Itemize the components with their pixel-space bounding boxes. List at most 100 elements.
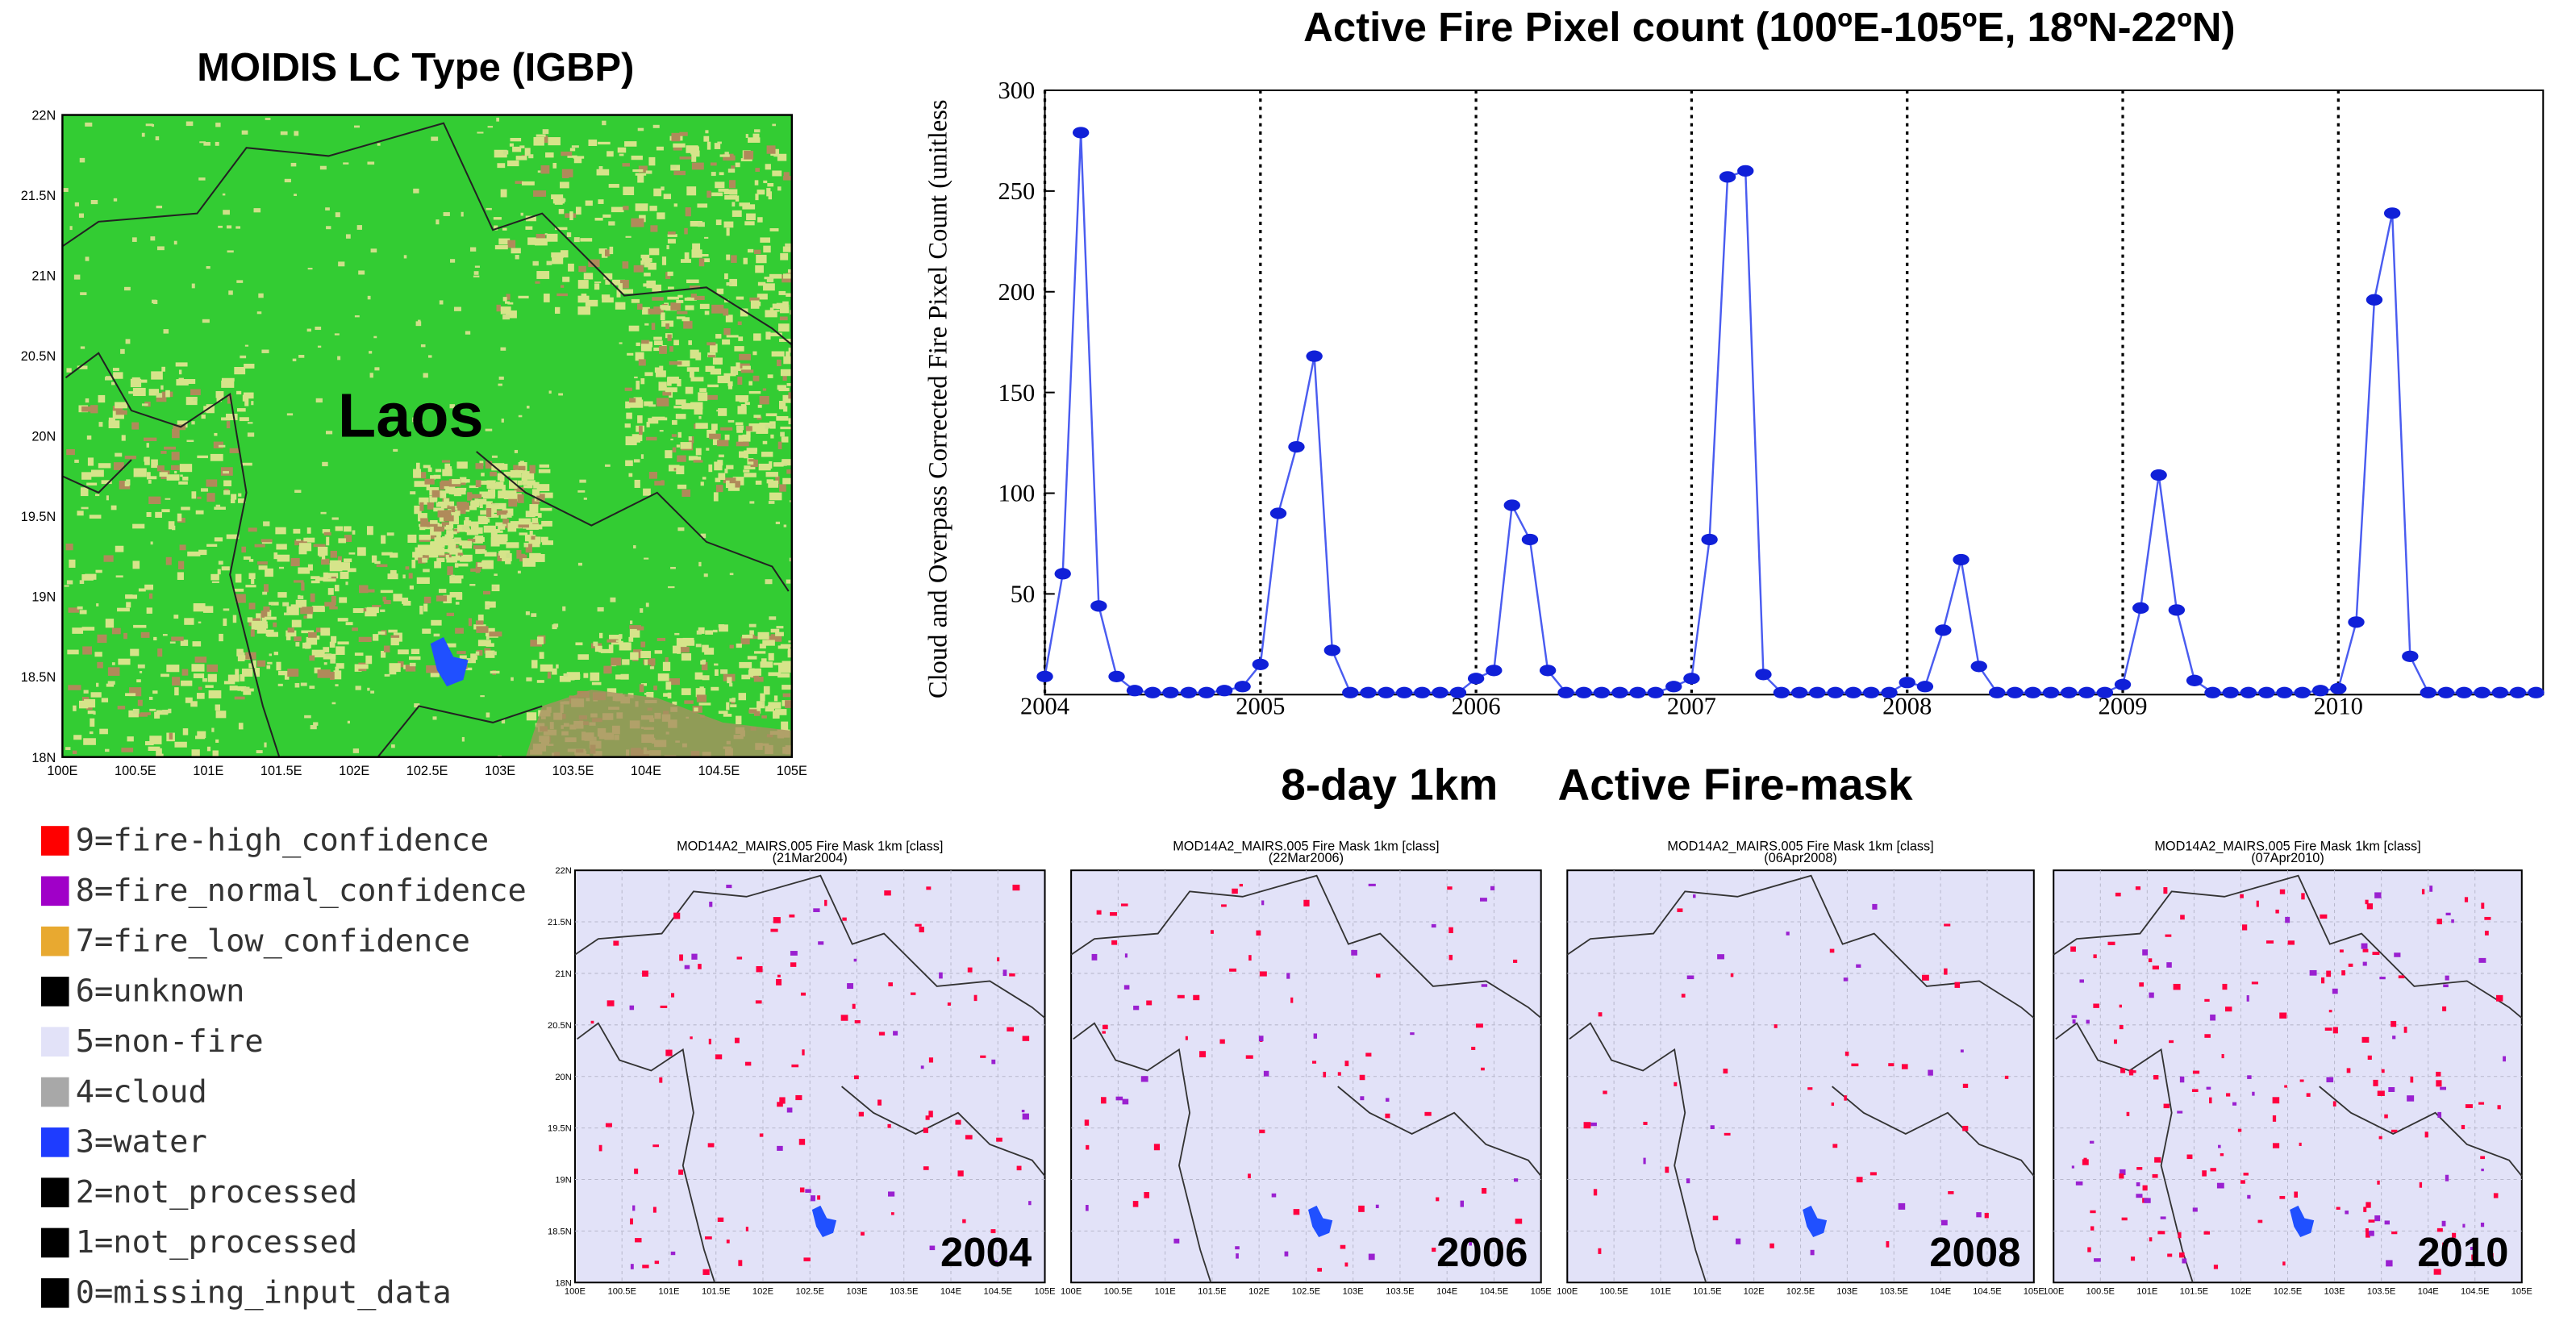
- fire-pixel: [2462, 1224, 2465, 1228]
- map-patch: [344, 526, 352, 531]
- map-patch: [84, 690, 89, 694]
- fire-pixel: [2368, 1056, 2372, 1060]
- map-patch: [461, 212, 464, 217]
- map-patch: [117, 608, 130, 612]
- map-patch: [548, 672, 551, 678]
- map-patch: [249, 602, 256, 609]
- fire-pixel: [1723, 1069, 1728, 1073]
- map-patch: [777, 186, 782, 190]
- fire-pixel: [1432, 1248, 1436, 1252]
- fire-pixel: [1092, 954, 1098, 961]
- fire-pixel: [2273, 1115, 2276, 1122]
- fire-pixel: [2367, 903, 2373, 909]
- map-patch: [763, 389, 766, 391]
- map-patch: [768, 312, 774, 315]
- map-patch: [713, 630, 718, 632]
- fire-pixel: [955, 1120, 961, 1125]
- map-patch: [356, 686, 361, 690]
- map-patch: [714, 664, 718, 666]
- map-patch: [99, 729, 108, 735]
- data-point: [2169, 604, 2185, 615]
- map-patch: [305, 642, 310, 648]
- map-patch: [173, 615, 178, 619]
- map-patch: [434, 475, 441, 479]
- fire-pixel: [630, 1219, 633, 1225]
- map-patch: [698, 222, 705, 227]
- map-patch: [74, 460, 79, 463]
- fire-pixel: [709, 902, 712, 907]
- map-patch: [636, 203, 648, 211]
- fire-pixel: [1811, 1250, 1815, 1256]
- map-patch: [174, 471, 177, 473]
- fire-pixel: [2301, 893, 2304, 899]
- fire-pixel: [1598, 1248, 1601, 1254]
- data-point: [2366, 294, 2382, 306]
- panel-lat-label: 19N: [555, 1176, 572, 1186]
- fire-pixel: [1219, 1040, 1224, 1044]
- map-patch: [593, 642, 598, 647]
- map-patch: [783, 694, 790, 698]
- map-patch: [390, 636, 399, 638]
- map-patch: [332, 702, 336, 705]
- fire-pixel: [1290, 998, 1293, 1003]
- data-point: [1809, 687, 1825, 698]
- fire-pixel: [2442, 1007, 2446, 1011]
- map-patch: [605, 249, 610, 256]
- fire-pixel: [2122, 1218, 2128, 1221]
- map-patch: [452, 575, 455, 577]
- map-patch: [288, 627, 294, 632]
- map-patch: [261, 611, 267, 618]
- map-patch: [80, 580, 84, 584]
- fire-pixel: [2166, 962, 2172, 968]
- map-patch: [149, 697, 152, 700]
- map-patch: [118, 706, 125, 709]
- panel-lon-label: 103.5E: [1386, 1286, 1414, 1296]
- map-patch: [474, 271, 479, 275]
- panel-lon-label: 101.5E: [1198, 1286, 1226, 1296]
- map-patch: [455, 563, 458, 568]
- map-patch: [340, 562, 348, 567]
- map-patch: [186, 122, 194, 127]
- map-label: Laos: [338, 381, 484, 451]
- map-patch: [769, 461, 772, 469]
- map-patch: [431, 136, 438, 140]
- map-patch: [697, 203, 707, 207]
- fire-pixel: [773, 917, 781, 923]
- map-patch: [729, 190, 737, 195]
- map-patch: [494, 217, 502, 219]
- map-patch: [489, 631, 502, 636]
- map-patch: [378, 631, 386, 635]
- map-patch: [462, 526, 469, 530]
- fire-pixel: [1985, 1213, 1989, 1218]
- map-patch: [583, 673, 588, 678]
- map-patch: [411, 560, 415, 568]
- data-point: [1486, 665, 1502, 676]
- map-patch: [377, 144, 381, 146]
- panel-date: (21Mar2004): [773, 851, 848, 865]
- map-patch: [477, 131, 483, 133]
- map-patch: [191, 491, 196, 498]
- map-patch: [758, 632, 769, 640]
- map-patch: [501, 515, 507, 519]
- map-patch: [427, 483, 430, 490]
- data-point: [1450, 687, 1466, 698]
- map-patch: [696, 448, 702, 456]
- map-patch: [646, 281, 656, 288]
- map-patch: [104, 555, 114, 561]
- panel-lon-label: 104.5E: [1973, 1286, 2001, 1296]
- map-patch: [785, 700, 797, 708]
- map-patch: [307, 329, 311, 332]
- fire-pixel: [2083, 1158, 2086, 1163]
- map-patch: [659, 366, 663, 375]
- map-patch: [134, 469, 147, 477]
- data-point: [1253, 659, 1269, 670]
- map-patch: [326, 431, 332, 434]
- map-patch: [672, 434, 677, 437]
- map-patch: [265, 569, 273, 577]
- map-patch: [133, 388, 146, 396]
- map-patch: [535, 238, 548, 245]
- fire-pixel: [2238, 1129, 2241, 1132]
- fire-pixel: [991, 1060, 995, 1065]
- fire-pixel: [1594, 1189, 1597, 1195]
- map-patch: [639, 426, 643, 435]
